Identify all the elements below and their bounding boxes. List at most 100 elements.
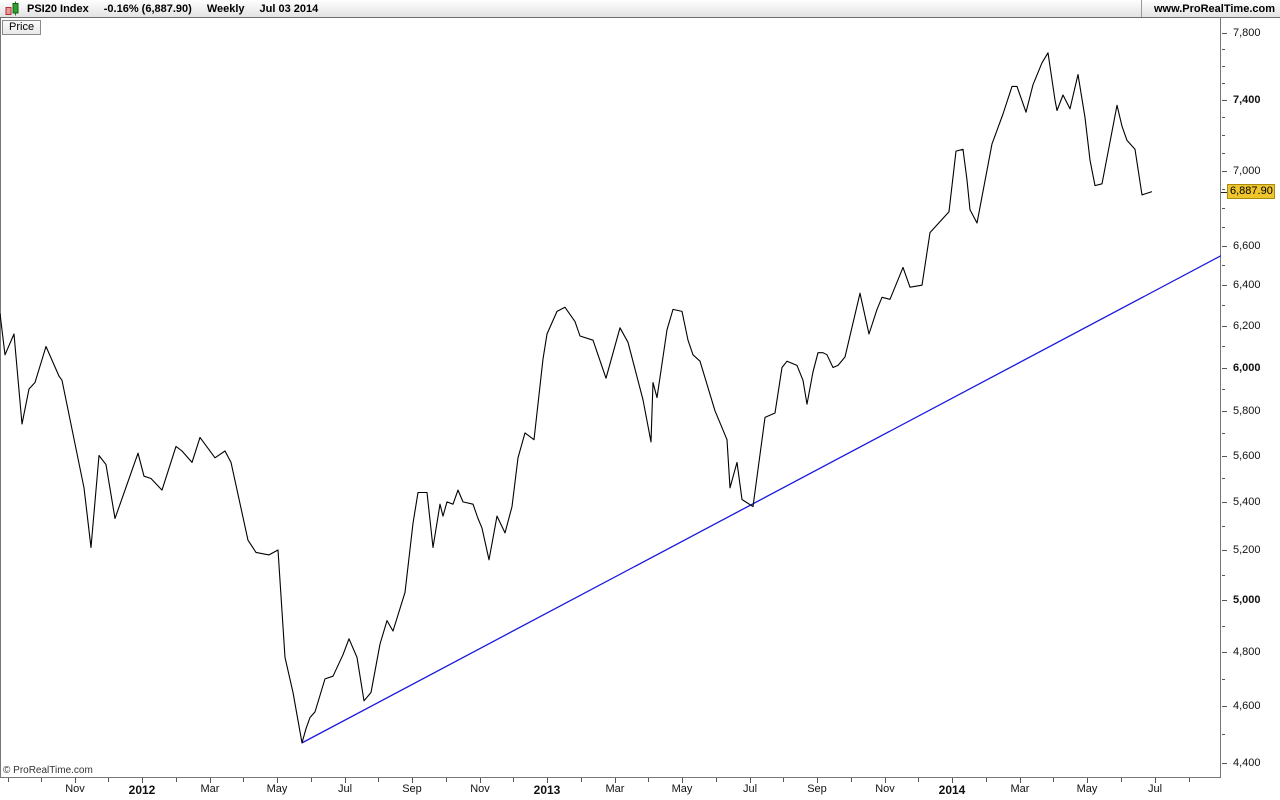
- price-axis-label: 7,400: [1233, 94, 1261, 107]
- price-tick-major: [1222, 501, 1227, 503]
- last-price-tick: [1221, 191, 1227, 193]
- time-tick-minor: [918, 778, 919, 782]
- price-tick-major: [1222, 549, 1227, 551]
- price-tick-minor: [1222, 66, 1225, 68]
- time-tick-minor: [716, 778, 717, 782]
- price-tick-minor: [1222, 207, 1225, 209]
- time-tick-minor: [851, 778, 852, 782]
- price-axis-label: 6,600: [1233, 240, 1261, 252]
- time-axis-year-label: 2012: [128, 783, 156, 797]
- price-axis-label: 5,400: [1233, 495, 1261, 508]
- price-tick-minor: [1222, 574, 1225, 576]
- time-axis-month-label: Nov: [470, 783, 490, 795]
- price-tick-minor: [1222, 135, 1225, 137]
- price-tick-minor: [1222, 734, 1225, 736]
- price-axis-label: 4,800: [1233, 646, 1261, 659]
- price-tick-minor: [1222, 226, 1225, 228]
- time-axis-month-label: Jul: [337, 783, 353, 795]
- price-axis[interactable]: 6,887.90 7,800 7,400 7,000 6,600 6,400 6,200 6…: [1221, 18, 1280, 778]
- last-price-tag: 6,887.90: [1227, 184, 1275, 200]
- time-axis-month-label: Sep: [402, 783, 422, 795]
- time-tick-minor: [1121, 778, 1122, 782]
- time-axis-month-label: Mar: [1010, 783, 1030, 795]
- price-tick-major: [1222, 100, 1227, 102]
- time-tick-major: [480, 778, 481, 783]
- price-tick-major: [1222, 367, 1227, 369]
- time-tick-major: [750, 778, 751, 783]
- time-axis-month-label: May: [671, 783, 693, 795]
- time-tick-major: [345, 778, 346, 783]
- price-axis-label: 5,600: [1233, 449, 1261, 462]
- date-label: Jul 03 2014: [259, 2, 319, 15]
- price-tick-minor: [1222, 432, 1225, 434]
- instrument-name: PSI20 Index: [27, 2, 89, 15]
- time-axis-month-label: Mar: [200, 783, 220, 795]
- price-tick-minor: [1222, 388, 1225, 390]
- price-tick-minor: [1222, 525, 1225, 527]
- copyright-label: © ProRealTime.com: [3, 765, 93, 776]
- time-tick-major: [1020, 778, 1021, 783]
- time-tick-major: [75, 778, 76, 783]
- price-axis-label: 6,000: [1233, 361, 1261, 374]
- time-tick-major: [817, 778, 818, 783]
- time-axis-month-label: May: [266, 783, 288, 795]
- price-tick-major: [1222, 455, 1227, 457]
- time-tick-minor: [176, 778, 177, 782]
- price-tick-minor: [1222, 265, 1225, 267]
- time-tick-minor: [243, 778, 244, 782]
- time-axis[interactable]: Nov 2012 Mar May Jul Sep Nov 2013 Mar May Jul Sep No…: [0, 778, 1280, 800]
- time-tick-major: [142, 778, 143, 783]
- price-axis-label: 5,800: [1233, 404, 1261, 417]
- price-tick-minor: [1222, 625, 1225, 627]
- price-tick-minor: [1222, 152, 1225, 154]
- time-axis-month-label: Nov: [65, 783, 85, 795]
- price-axis-label: 5,200: [1233, 543, 1261, 556]
- price-tick-major: [1222, 706, 1227, 708]
- price-tick-major: [1222, 33, 1227, 34]
- time-axis-year-label: 2014: [938, 783, 966, 797]
- time-tick-minor: [581, 778, 582, 782]
- price-tick-minor: [1222, 305, 1225, 307]
- price-tick-major: [1222, 600, 1227, 601]
- time-axis-month-label: May: [1076, 783, 1098, 795]
- price-axis-label: 4,600: [1233, 700, 1261, 713]
- time-tick-minor: [513, 778, 514, 782]
- price-axis-label: 4,400: [1233, 757, 1261, 769]
- price-tick-minor: [1222, 478, 1225, 480]
- time-tick-minor: [783, 778, 784, 782]
- price-tick-minor: [1222, 117, 1225, 119]
- price-tick-major: [1222, 246, 1227, 247]
- time-tick-minor: [311, 778, 312, 782]
- time-axis-month-label: Jul: [742, 783, 758, 795]
- price-line-series: [0, 52, 1153, 744]
- time-tick-major: [277, 778, 278, 783]
- time-tick-minor: [648, 778, 649, 782]
- prorealtime-site-link[interactable]: www.ProRealTime.com: [1140, 0, 1280, 17]
- time-tick-minor: [8, 778, 9, 782]
- time-tick-major: [547, 778, 548, 783]
- price-pane-tab[interactable]: Price: [2, 20, 42, 35]
- price-tick-major: [1222, 763, 1227, 764]
- time-tick-major: [682, 778, 683, 783]
- chart-canvas[interactable]: [0, 18, 1221, 778]
- time-axis-month-label: Sep: [807, 783, 827, 795]
- time-tick-minor: [986, 778, 987, 782]
- time-tick-minor: [378, 778, 379, 782]
- price-axis-label: 7,000: [1233, 164, 1261, 177]
- price-axis-label: 6,200: [1233, 319, 1261, 332]
- price-tick-minor: [1222, 346, 1225, 348]
- trendline-support: [301, 255, 1221, 744]
- chart-plot-area: Price © ProRealTime.com: [0, 18, 1221, 778]
- time-tick-major: [1087, 778, 1088, 783]
- time-axis-month-label: Mar: [605, 783, 625, 795]
- price-tick-minor: [1222, 83, 1225, 84]
- candlestick-icon: [4, 1, 20, 16]
- price-tick-major: [1222, 285, 1227, 287]
- price-change: -0.16% (6,887.90): [103, 2, 192, 15]
- time-tick-minor: [1053, 778, 1054, 782]
- price-tick-major: [1222, 410, 1227, 412]
- price-tick-minor: [1222, 678, 1225, 680]
- time-axis-month-label: Nov: [875, 783, 895, 795]
- time-axis-year-label: 2013: [533, 783, 561, 797]
